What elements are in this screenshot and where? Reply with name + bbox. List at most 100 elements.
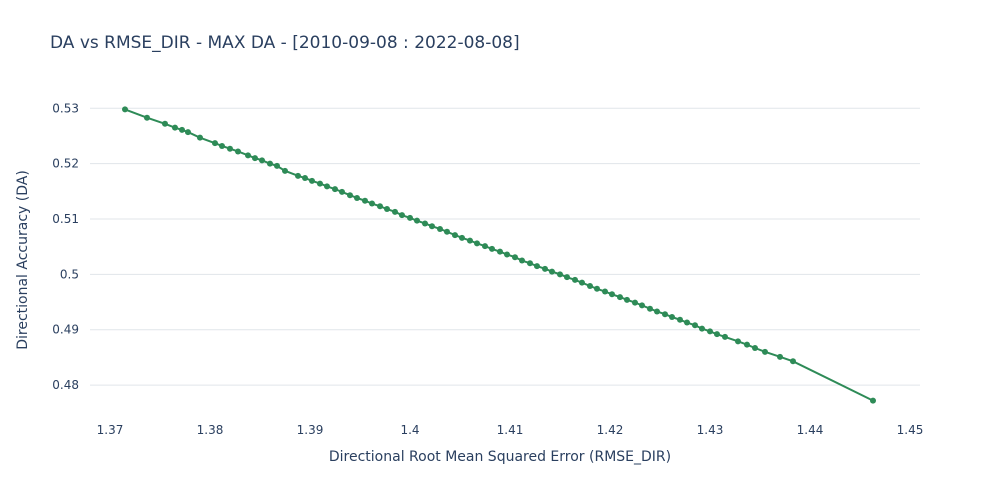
y-tick-label: 0.48: [52, 378, 79, 392]
data-point: [609, 291, 615, 298]
data-point: [339, 188, 345, 195]
data-point: [870, 397, 876, 404]
x-tick-label: 1.43: [697, 423, 724, 437]
data-point: [632, 299, 638, 306]
data-point: [474, 240, 480, 247]
data-point: [557, 271, 563, 278]
x-axis-title: Directional Root Mean Squared Error (RMS…: [329, 449, 671, 465]
data-point: [452, 232, 458, 239]
y-tick-label: 0.5: [60, 267, 79, 281]
data-point: [172, 124, 178, 131]
data-point: [512, 254, 518, 261]
data-point: [684, 319, 690, 326]
data-point: [467, 237, 473, 244]
data-point: [377, 203, 383, 210]
data-point: [677, 316, 683, 323]
data-point: [549, 268, 555, 275]
data-point: [267, 160, 273, 167]
data-point: [295, 172, 301, 179]
x-tick-label: 1.37: [97, 423, 124, 437]
x-axis-ticks: 1.37 1.38 1.39 1.4 1.41 1.42 1.43 1.44 1.45: [97, 423, 924, 437]
x-tick-label: 1.41: [497, 423, 524, 437]
data-point: [369, 200, 375, 207]
series-line: [124, 108, 874, 402]
data-point: [227, 145, 233, 152]
data-point: [332, 186, 338, 193]
data-point: [422, 220, 428, 227]
data-point: [274, 162, 280, 169]
data-point: [594, 285, 600, 292]
data-point: [179, 126, 185, 133]
data-point: [282, 167, 288, 174]
data-point: [542, 265, 548, 272]
data-point: [744, 341, 750, 348]
data-point: [489, 245, 495, 252]
data-point: [324, 183, 330, 190]
data-point: [564, 274, 570, 281]
data-point: [302, 175, 308, 182]
y-axis-ticks: 0.48 0.49 0.5 0.51 0.52 0.53: [52, 101, 79, 392]
data-point: [735, 338, 741, 345]
data-point: [654, 308, 660, 315]
data-point: [185, 129, 191, 136]
y-tick-label: 0.53: [52, 101, 79, 115]
data-point: [722, 333, 728, 340]
data-point: [639, 302, 645, 309]
gridlines: [90, 107, 920, 386]
data-point: [692, 322, 698, 329]
data-point: [414, 217, 420, 224]
data-point: [407, 214, 413, 221]
data-point: [662, 311, 668, 318]
y-axis-title: Directional Accuracy (DA): [15, 170, 31, 350]
data-point: [534, 263, 540, 270]
data-point: [235, 148, 241, 155]
data-point: [752, 345, 758, 351]
data-point: [482, 243, 488, 250]
data-point: [497, 248, 503, 255]
x-tick-label: 1.4: [400, 423, 419, 437]
data-point: [259, 157, 265, 164]
data-point: [252, 155, 258, 162]
data-point: [669, 314, 675, 320]
chart-title: DA vs RMSE_DIR - MAX DA - [2010-09-08 : …: [50, 33, 520, 53]
data-point: [714, 331, 720, 338]
y-tick-label: 0.49: [52, 323, 79, 337]
data-point: [399, 212, 405, 219]
data-point: [354, 194, 360, 201]
data-point: [309, 177, 315, 184]
data-point: [790, 358, 796, 365]
data-point: [437, 225, 443, 232]
data-point: [519, 257, 525, 264]
data-point: [212, 140, 218, 147]
data-point: [602, 288, 608, 295]
data-point: [219, 142, 225, 149]
data-point: [317, 180, 323, 187]
x-tick-label: 1.39: [297, 423, 324, 437]
data-point: [504, 251, 510, 258]
data-point: [762, 348, 768, 355]
data-point: [392, 208, 398, 215]
x-tick-label: 1.44: [797, 423, 824, 437]
data-point: [707, 328, 713, 335]
data-point: [362, 197, 368, 204]
y-tick-label: 0.52: [52, 157, 79, 171]
data-point: [459, 234, 465, 241]
data-point: [587, 283, 593, 289]
data-point: [647, 305, 653, 312]
data-point: [579, 279, 585, 286]
x-tick-label: 1.42: [597, 423, 624, 437]
data-point: [624, 296, 630, 303]
data-point: [144, 114, 150, 121]
data-point: [245, 152, 251, 159]
data-point: [384, 206, 390, 213]
data-point: [197, 134, 203, 141]
y-tick-label: 0.51: [52, 212, 79, 226]
data-point: [162, 120, 168, 127]
data-point: [527, 260, 533, 267]
data-series: [122, 106, 876, 404]
data-point: [444, 228, 450, 235]
data-point: [777, 353, 783, 360]
data-point: [429, 223, 435, 230]
x-tick-label: 1.45: [897, 423, 924, 437]
x-tick-label: 1.38: [197, 423, 224, 437]
